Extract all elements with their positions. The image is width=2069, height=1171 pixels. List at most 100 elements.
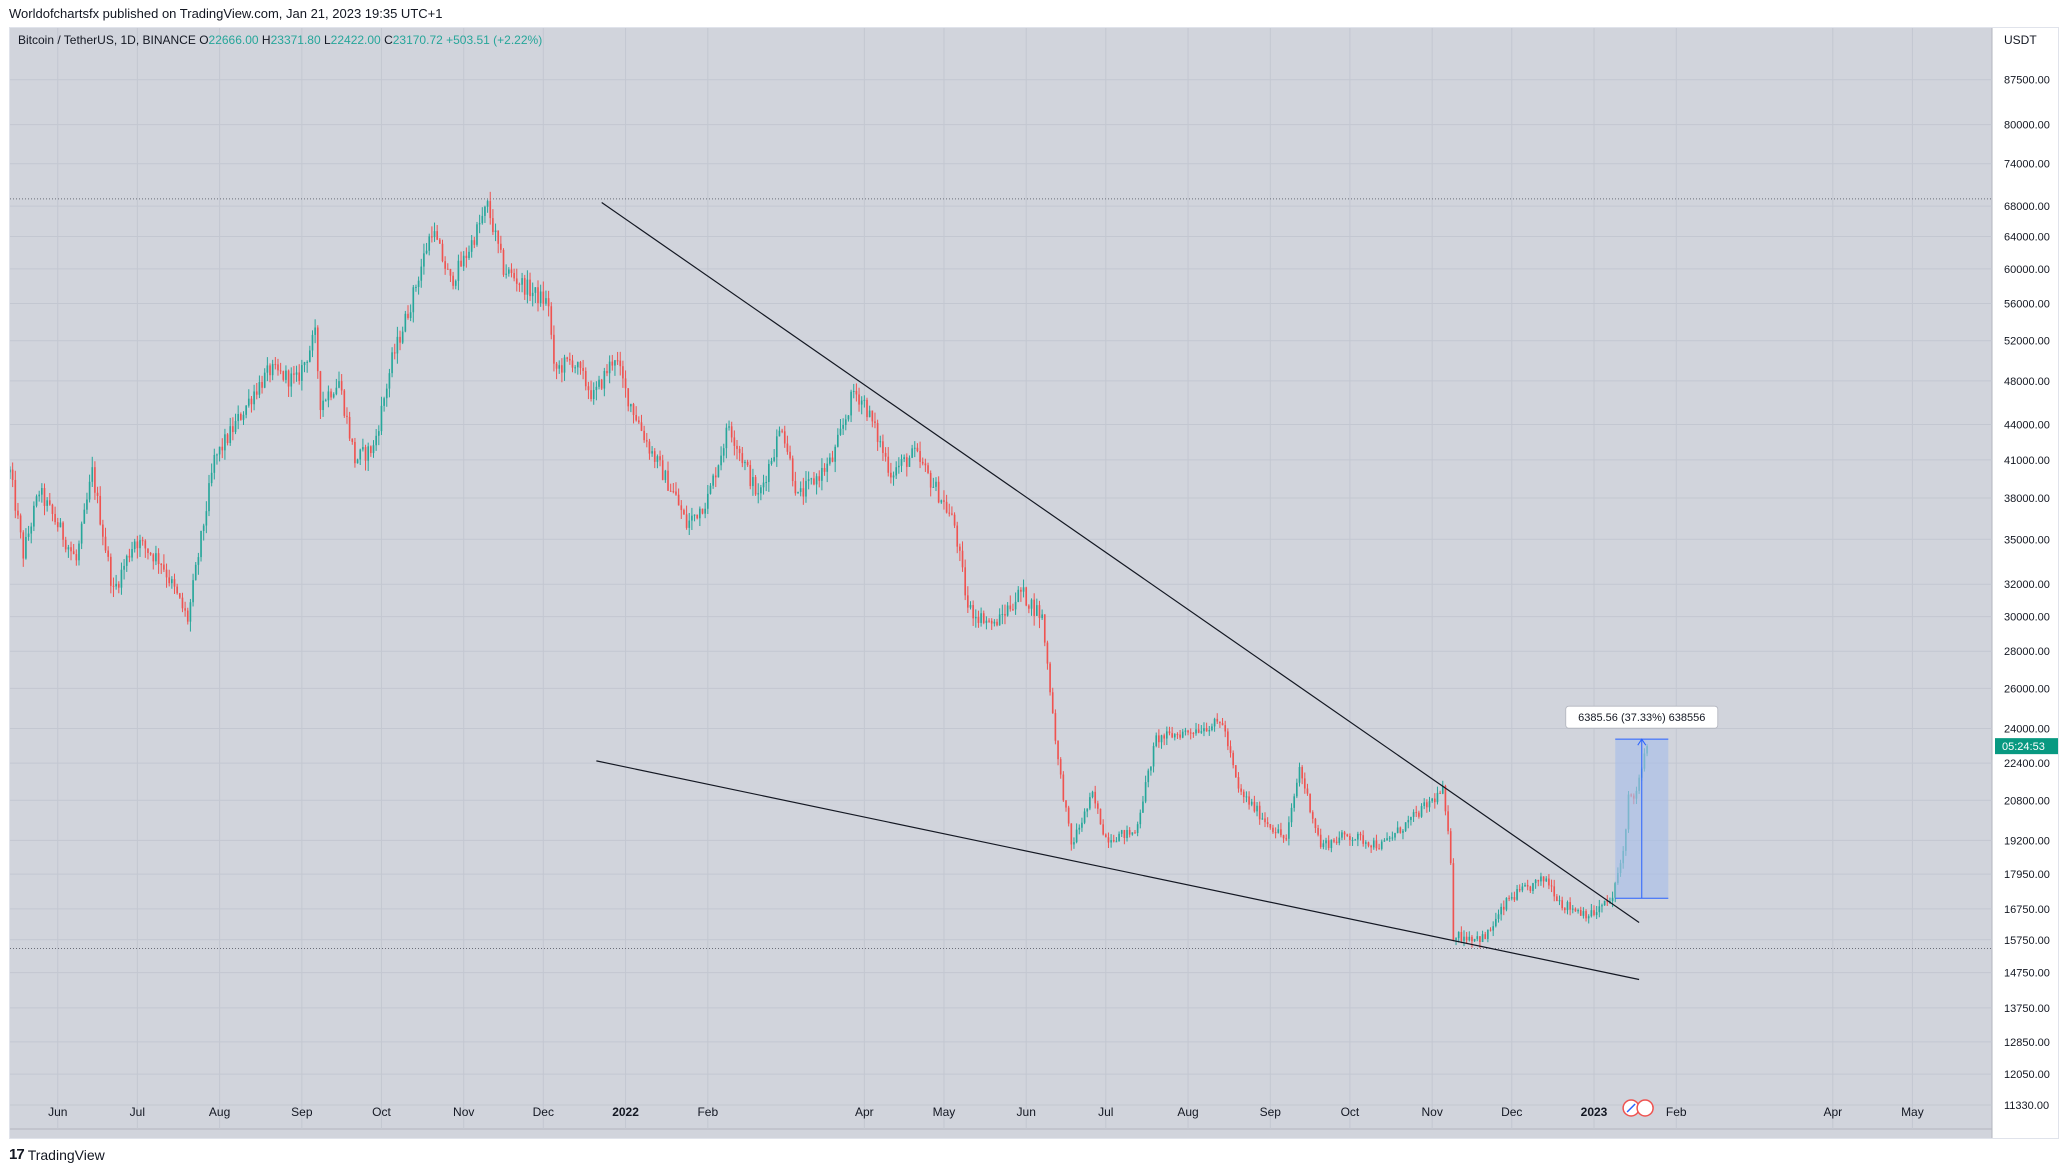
candle-body-down <box>449 269 452 276</box>
candle-body-down <box>1054 713 1057 741</box>
candle-body-up <box>86 499 88 510</box>
candle-body-down <box>96 492 99 496</box>
symbol-legend-part: Bitcoin / TetherUS, 1D, BINANCE <box>18 33 199 47</box>
candle-body-up <box>415 286 417 288</box>
candle-body-down <box>1502 906 1505 910</box>
candle-body-up <box>728 426 730 428</box>
candle-body-down <box>1104 834 1107 838</box>
candlestick-chart[interactable]: 6385.56 (37.33%) 638556 87500.00 80000.00… <box>10 28 2058 1138</box>
candle-body-down <box>1065 800 1067 808</box>
events-flag-icon[interactable] <box>1622 1099 1654 1117</box>
candle-body-up <box>935 481 937 487</box>
candle-body-up <box>664 470 667 480</box>
candle-body-up <box>531 292 534 297</box>
candle-body-up <box>993 621 996 624</box>
candle-body-up <box>895 467 898 476</box>
candle-body-up <box>1006 605 1009 616</box>
candle-body-down <box>1229 746 1232 753</box>
candle-body-down <box>110 556 112 586</box>
candle-body-down <box>1593 910 1595 916</box>
candle-body-up <box>1402 830 1404 833</box>
candle-body-down <box>1067 807 1070 824</box>
candle-body-up <box>314 327 316 335</box>
upper-trendline[interactable] <box>601 201 1640 924</box>
candle-body-up <box>911 448 913 458</box>
candle-body-down <box>537 287 539 304</box>
candle-body-up <box>863 399 866 401</box>
candle-body-up <box>1017 589 1020 602</box>
candle-body-up <box>1532 883 1534 891</box>
symbol-legend-part: 23170.72 <box>393 33 446 47</box>
price-axis-tick-label: 74000.00 <box>2004 159 2050 171</box>
candle-body-up <box>1587 916 1590 919</box>
candle-body-down <box>232 426 234 433</box>
time-axis-tick-label: Jul <box>130 1105 145 1119</box>
candle-body-up <box>139 540 141 549</box>
candle-body-up <box>799 488 802 492</box>
candle-body-up <box>558 365 561 369</box>
candle-body-down <box>638 420 640 423</box>
candle-body-down <box>659 456 661 461</box>
candle-body-up <box>844 419 847 425</box>
candle-body-up <box>229 426 232 444</box>
candle-body-down <box>465 255 468 258</box>
chart-frame[interactable]: 6385.56 (37.33%) 638556 87500.00 80000.00… <box>9 27 2059 1139</box>
candle-body-up <box>115 583 117 587</box>
candle-body-down <box>736 445 738 449</box>
candle-body-up <box>1041 614 1043 619</box>
candle-body-up <box>391 352 393 374</box>
candle-body-up <box>860 400 863 405</box>
candle-body-up <box>1394 832 1396 838</box>
time-axis-tick-label: Sep <box>1260 1105 1282 1119</box>
candle-body-down <box>683 510 685 515</box>
candle-body-up <box>699 508 701 519</box>
candle-body-down <box>452 275 454 286</box>
candle-body-up <box>1173 734 1176 738</box>
candle-body-up <box>1595 912 1598 916</box>
candle-body-down <box>351 438 354 442</box>
candle-body-down <box>1471 936 1473 942</box>
lower-trendline[interactable] <box>596 760 1640 981</box>
candle-body-down <box>261 381 263 388</box>
candle-body-down <box>927 465 929 473</box>
measurement-tool[interactable]: 6385.56 (37.33%) 638556 <box>1565 705 1719 899</box>
candle-body-down <box>1282 835 1285 839</box>
candle-body-up <box>133 541 136 550</box>
candle-body-down <box>714 475 717 478</box>
trendlines[interactable] <box>596 201 1640 981</box>
time-axis-tick-label: Aug <box>1177 1105 1198 1119</box>
candle-body-down <box>168 577 171 584</box>
candle-body-down <box>627 388 630 407</box>
time-axis[interactable]: Jun Jul Aug Sep Oct Nov Dec 2022 Feb Apr May Jun Jul… <box>48 1105 1924 1119</box>
candle-body-down <box>582 367 584 371</box>
candle-body-down <box>569 358 571 361</box>
candle-body-up <box>879 441 882 443</box>
candle-body-up <box>1325 840 1327 844</box>
candle-body-up <box>1293 796 1296 808</box>
candle-body-down <box>1009 605 1012 610</box>
candle-body-up <box>1288 822 1290 839</box>
candle-body-up <box>1341 832 1343 838</box>
candle-body-up <box>263 372 266 388</box>
candle-body-down <box>584 370 587 387</box>
candle-body-up <box>852 390 855 392</box>
candle-body-down <box>147 548 149 553</box>
candle-body-down <box>1569 902 1571 910</box>
candle-body-down <box>1224 725 1227 732</box>
candle-body-up <box>377 431 380 436</box>
candle-body-up <box>693 514 696 516</box>
measure-label-text: 6385.56 (37.33%) 638556 <box>1578 712 1705 724</box>
candle-body-up <box>171 579 173 584</box>
candle-body-up <box>1476 936 1479 939</box>
candle-body-up <box>1086 808 1089 812</box>
candle-body-down <box>136 541 139 549</box>
candle-body-up <box>385 388 388 399</box>
last-price-badge[interactable] <box>1995 738 2058 755</box>
candle-body-up <box>131 549 133 558</box>
candle-body-up <box>1030 599 1033 609</box>
candle-body-up <box>372 445 375 454</box>
price-axis-tick-label: 22400.00 <box>2004 758 2050 770</box>
price-axis[interactable]: 87500.00 80000.00 74000.00 68000.00 64000.00… <box>1995 75 2058 1112</box>
candle-body-up <box>290 373 293 387</box>
candle-body-down <box>1439 792 1441 794</box>
